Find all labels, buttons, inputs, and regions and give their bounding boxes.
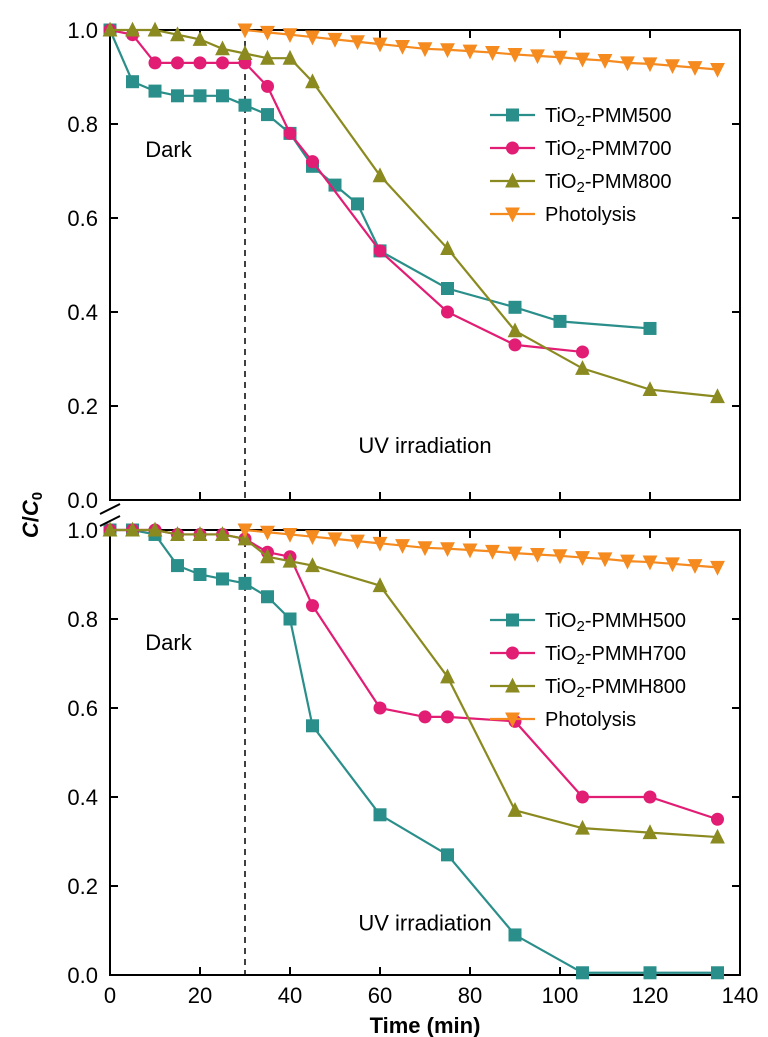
legend-pmmh700: TiO2-PMMH700 [545, 643, 686, 668]
svg-text:100: 100 [542, 983, 579, 1008]
x-axis-label: Time (min) [370, 1013, 481, 1037]
svg-text:0.2: 0.2 [67, 394, 98, 419]
svg-text:0.6: 0.6 [67, 696, 98, 721]
svg-text:60: 60 [368, 983, 392, 1008]
panel_top: 0.0 0.2 0.4 0.6 0.8 1.0 Dark UV irradiation TiO2… [67, 18, 740, 513]
y-axis-label: C/C0 [18, 492, 46, 538]
dark-label: Dark [145, 137, 192, 162]
svg-text:1.0: 1.0 [67, 518, 98, 543]
series-line-pmmh500 [110, 530, 718, 973]
figure-container: 0.0 0.2 0.4 0.6 0.8 1.0 Dark UV irradiation TiO2… [0, 0, 768, 1037]
legend-photolysis_bot: Photolysis [545, 709, 636, 731]
svg-text:40: 40 [278, 983, 302, 1008]
svg-text:0.8: 0.8 [67, 112, 98, 137]
legend-pmm800: TiO2-PMM800 [545, 171, 672, 196]
svg-text:80: 80 [458, 983, 482, 1008]
svg-text:0.6: 0.6 [67, 206, 98, 231]
svg-text:0.0: 0.0 [67, 488, 98, 513]
uv-label: UV irradiation [358, 911, 491, 936]
legend-pmm700: TiO2-PMM700 [545, 138, 672, 163]
svg-text:1.0: 1.0 [67, 18, 98, 43]
svg-text:0.2: 0.2 [67, 874, 98, 899]
svg-text:120: 120 [632, 983, 669, 1008]
legend-pmmh800: TiO2-PMMH800 [545, 676, 686, 701]
svg-text:0.4: 0.4 [67, 785, 98, 810]
svg-text:0.0: 0.0 [67, 963, 98, 988]
dark-label: Dark [145, 630, 192, 655]
legend-pmm500: TiO2-PMM500 [545, 105, 672, 130]
chart-svg: 0.0 0.2 0.4 0.6 0.8 1.0 Dark UV irradiation TiO2… [0, 0, 768, 1037]
svg-text:0.8: 0.8 [67, 607, 98, 632]
panel_bottom: 0.0 0.2 0.4 0.6 0.8 1.0 0 20 40 60 80 100 120 140 Dark… [67, 518, 758, 1008]
legend-pmmh500: TiO2-PMMH500 [545, 610, 686, 635]
uv-label: UV irradiation [358, 433, 491, 458]
svg-text:20: 20 [188, 983, 212, 1008]
svg-text:0: 0 [104, 983, 116, 1008]
legend-photolysis_top: Photolysis [545, 204, 636, 226]
svg-text:0.4: 0.4 [67, 300, 98, 325]
svg-text:140: 140 [722, 983, 759, 1008]
